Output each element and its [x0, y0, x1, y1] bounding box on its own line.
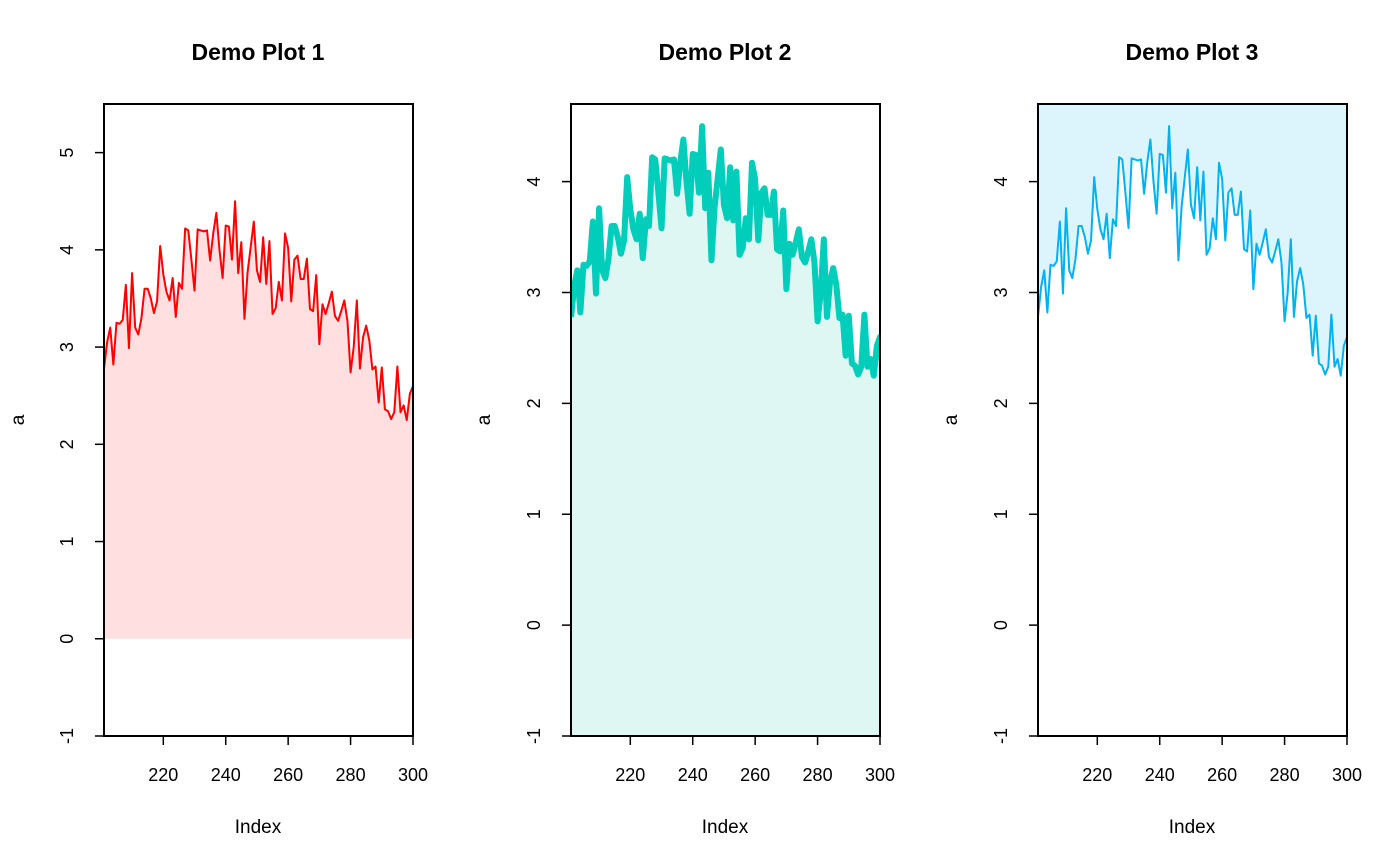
- y-tick-label: 2: [991, 398, 1011, 408]
- area-fill: [571, 126, 880, 736]
- area-fill: [1038, 104, 1347, 376]
- series-line: [104, 200, 413, 421]
- y-tick-label: 1: [991, 509, 1011, 519]
- x-axis-label: Index: [1169, 817, 1216, 838]
- x-tick-label: 240: [678, 765, 708, 785]
- x-tick-label: 260: [273, 765, 303, 785]
- y-tick-label: 0: [524, 620, 544, 630]
- x-tick-label: 300: [1332, 765, 1362, 785]
- chart-title: Demo Plot 3: [1126, 39, 1259, 65]
- y-tick-label: 0: [991, 620, 1011, 630]
- x-axis-label: Index: [702, 817, 749, 838]
- plot-frame: [570, 103, 881, 737]
- y-axis-label: a: [941, 414, 962, 425]
- y-tick-label: 4: [524, 177, 544, 187]
- x-tick-label: 240: [1145, 765, 1175, 785]
- y-axis-label: a: [474, 414, 495, 425]
- x-tick-label: 280: [803, 765, 833, 785]
- y-tick-label: 2: [57, 439, 77, 449]
- y-tick-label: 2: [524, 398, 544, 408]
- y-tick-label: 3: [524, 287, 544, 297]
- x-tick-label: 300: [398, 765, 428, 785]
- x-tick-label: 260: [740, 765, 770, 785]
- y-tick-label: -1: [57, 728, 77, 744]
- plot-area: [104, 200, 413, 639]
- y-tick-label: 1: [524, 509, 544, 519]
- x-tick-label: 300: [865, 765, 895, 785]
- plot-area: [571, 123, 880, 736]
- y-axis-label: a: [8, 414, 29, 425]
- y-tick-label: 0: [57, 634, 77, 644]
- area-fill: [104, 201, 413, 639]
- x-tick-label: 220: [148, 765, 178, 785]
- plot-frame: [103, 103, 414, 737]
- y-tick-label: 3: [991, 287, 1011, 297]
- y-tick-label: 4: [991, 177, 1011, 187]
- x-axis-label: Index: [235, 817, 282, 838]
- chart-title: Demo Plot 1: [192, 39, 325, 65]
- x-tick-label: 280: [1270, 765, 1300, 785]
- series-line: [1038, 125, 1347, 377]
- series-line: [571, 123, 880, 379]
- panel-demo-plot-3: Index a 220 240 260 280 300 -1 0 1 2 3 4 Demo Plot …: [941, 39, 1362, 838]
- x-tick-label: 220: [615, 765, 645, 785]
- panel-demo-plot-1: Index a 220 240 260 280 300 -1 0 1 2 3 4 5 Demo Plot…: [8, 39, 428, 838]
- x-tick-label: 240: [211, 765, 241, 785]
- x-tick-label: 260: [1207, 765, 1237, 785]
- x-tick-label: 220: [1082, 765, 1112, 785]
- y-tick-label: -1: [524, 728, 544, 744]
- panel-demo-plot-2: Index a 220 240 260 280 300 -1 0 1 2 3 4 Demo Plot …: [474, 39, 895, 838]
- x-tick-label: 280: [336, 765, 366, 785]
- y-tick-label: 3: [57, 342, 77, 352]
- plot-frame: [1037, 103, 1348, 737]
- y-tick-label: -1: [991, 728, 1011, 744]
- plot-area: [1038, 104, 1347, 377]
- y-tick-label: 1: [57, 537, 77, 547]
- y-tick-label: 4: [57, 245, 77, 255]
- y-tick-label: 5: [57, 148, 77, 158]
- chart-title: Demo Plot 2: [659, 39, 792, 65]
